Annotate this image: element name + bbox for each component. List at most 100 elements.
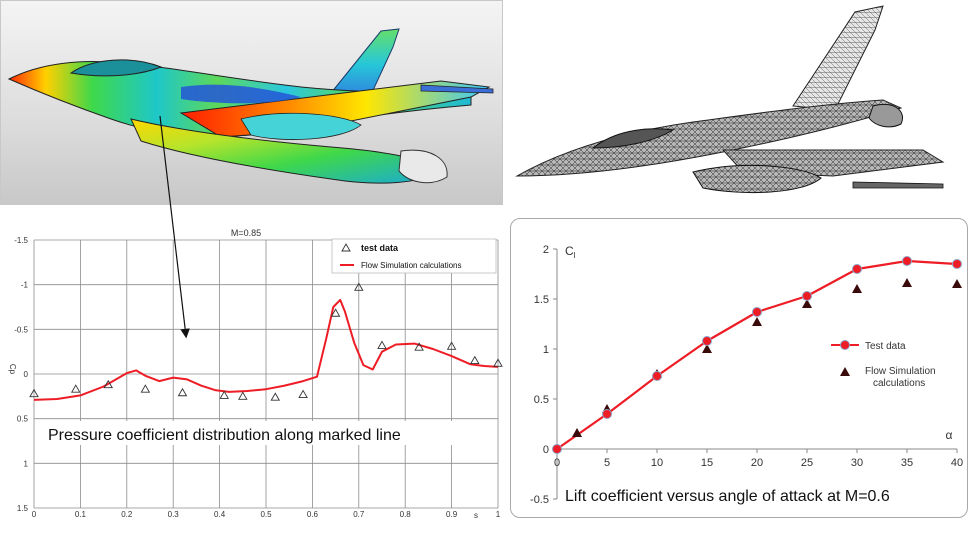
- cp-tick-labels: 0 0.1 0.2 0.3 0.4 0.5 0.6 0.7 0.8 0.9 1 -1.5 -1 -0.5 0…: [14, 236, 501, 519]
- cl-legend-dot-marker: [840, 340, 850, 350]
- cl-y-tick-label: 1.5: [534, 294, 549, 306]
- cp-y-axis-label: Cp: [8, 364, 17, 375]
- lift-coefficient-plot: -0.500.511.520 5 10 15 20 25 30 35 40 Cl α Test …: [530, 244, 963, 507]
- jet-pressure-contour-image: [0, 0, 503, 205]
- cp-test-data-point: [140, 384, 151, 393]
- cl-y-tick-label: 1: [543, 344, 549, 356]
- cp-legend-flow-sim: Flow Simulation calculations: [361, 261, 462, 270]
- cl-legend-flow-sim-line2: calculations: [873, 378, 925, 389]
- cp-legend: test data Flow Simulation calculations: [331, 238, 497, 274]
- cl-y-axis-label: Cl: [565, 244, 576, 260]
- cl-tick-labels: -0.500.511.520 5 10 15 20 25 30 35 40: [530, 244, 963, 506]
- cl-annotation-bg: [561, 481, 963, 507]
- cp-grid: [33, 239, 499, 509]
- cp-test-data-point: [446, 341, 457, 350]
- cl-legend-test-data: Test data: [865, 341, 906, 352]
- cl-x-tick-label: 30: [851, 457, 863, 469]
- cl-flow-sim-point: [952, 279, 962, 288]
- cl-test-data-point: [602, 409, 612, 419]
- cl-flow-sim-point: [702, 344, 712, 353]
- pressure-coefficient-plot: 0 0.1 0.2 0.3 0.4 0.5 0.6 0.7 0.8 0.9 1 -1.5 -1 -0.5 0…: [8, 228, 503, 520]
- cp-x-tick-label: 0.9: [446, 510, 458, 519]
- cp-test-data-point: [470, 355, 480, 365]
- cp-test-data-point: [177, 387, 188, 397]
- cl-y-tick-label: 0: [543, 444, 549, 456]
- cl-legend-flow-sim: Flow Simulation: [865, 366, 936, 377]
- cp-series: [29, 282, 503, 401]
- cl-annotation: Lift coefficient versus angle of attack …: [565, 488, 890, 505]
- cl-test-data-point: [752, 307, 762, 317]
- cp-x-tick-label: 0.1: [75, 510, 87, 519]
- cl-flow-sim-point: [852, 284, 862, 293]
- cp-test-data-point: [29, 388, 39, 398]
- cl-test-data-point: [952, 259, 962, 269]
- cl-test-data-point: [902, 256, 912, 266]
- cp-x-tick-label: 0.6: [307, 510, 319, 519]
- cp-test-data-point: [330, 308, 341, 317]
- cp-y-tick-label: -1: [21, 281, 29, 290]
- cp-y-tick-label: -0.5: [14, 325, 28, 334]
- cl-flow-sim-point: [902, 278, 912, 287]
- cp-test-data-point: [298, 389, 308, 398]
- cl-y-tick-label: 2: [543, 244, 549, 256]
- cp-x-axis-label: s: [474, 511, 478, 520]
- cl-x-tick-label: 25: [801, 457, 813, 469]
- cp-y-tick-label: -1.5: [14, 236, 28, 245]
- cp-y-tick-label: 1: [24, 459, 29, 468]
- cp-y-tick-label: 0: [24, 370, 29, 379]
- cl-x-tick-label: 15: [701, 457, 713, 469]
- cl-x-tick-label: 40: [951, 457, 963, 469]
- cp-test-data-point: [103, 379, 114, 389]
- jet-pressure-contour-drawing: [7, 28, 494, 184]
- cl-x-tick-label: 20: [751, 457, 763, 469]
- cl-y-axis-label-main: C: [565, 244, 574, 258]
- cl-test-data-point: [702, 336, 712, 346]
- jet-surface-mesh-image: [503, 0, 972, 215]
- cp-chart-title: M=0.85: [231, 228, 261, 238]
- cl-legend-triangle-marker: [840, 367, 850, 376]
- cl-test-data-line: [556, 259, 958, 450]
- cl-flow-sim-point: [752, 317, 762, 326]
- cl-y-tick-label: -0.5: [530, 494, 549, 506]
- cp-x-tick-label: 0.8: [400, 510, 412, 519]
- cp-test-data-point: [70, 384, 81, 393]
- pressure-coefficient-chart: 0 0.1 0.2 0.3 0.4 0.5 0.6 0.7 0.8 0.9 1 -1.5 -1 -0.5 0…: [0, 224, 503, 524]
- cp-test-data-point: [414, 342, 424, 351]
- cp-annotation: Pressure coefficient distribution along …: [48, 427, 401, 444]
- cl-y-axis-label-sub: l: [574, 251, 576, 260]
- cl-x-tick-label: 10: [651, 457, 663, 469]
- cp-x-tick-label: 0.7: [353, 510, 365, 519]
- cl-x-tick-label: 35: [901, 457, 913, 469]
- jet-surface-mesh-drawing: [515, 5, 945, 194]
- cp-x-tick-label: 1: [496, 510, 501, 519]
- cl-y-tick-label: 0.5: [534, 394, 549, 406]
- cl-test-data-point: [802, 291, 812, 301]
- cl-x-axis-label: α: [946, 428, 953, 442]
- cp-y-tick-label: 0.5: [17, 415, 29, 424]
- cp-x-tick-label: 0: [32, 510, 37, 519]
- cl-legend-flow-sim-line1: Flow Simulation calculations: [865, 366, 936, 389]
- cl-test-data-point: [852, 264, 862, 274]
- cl-axes: [553, 248, 958, 500]
- cp-x-tick-label: 0.5: [260, 510, 272, 519]
- cl-test-data-point: [552, 444, 562, 454]
- lift-coefficient-chart: -0.5 0 0.5 1 1.5 2 0 5 10 15 20 25 30 35 40 Cl α Test …: [510, 218, 968, 518]
- cp-test-data-point: [219, 390, 230, 399]
- cp-legend-triangle-marker: [341, 243, 351, 252]
- cl-x-tick-label: 0: [554, 457, 560, 469]
- cl-flow-sim-point: [572, 428, 582, 437]
- cp-test-data-point: [493, 358, 503, 367]
- cp-flow-sim-line: [33, 298, 499, 401]
- cl-test-data-point: [652, 371, 662, 381]
- cp-test-data-point: [354, 282, 364, 291]
- cp-x-tick-label: 0.3: [168, 510, 180, 519]
- cp-legend-test-data: test data: [361, 243, 399, 253]
- cp-x-tick-label: 0.4: [214, 510, 226, 519]
- cp-annotation-bg: [44, 421, 472, 445]
- cp-test-data-point: [377, 340, 387, 349]
- cl-flow-sim-point: [802, 299, 812, 308]
- cl-x-tick-label: 5: [604, 457, 610, 469]
- cp-legend-box: [331, 238, 497, 274]
- cl-series: [552, 256, 962, 454]
- cl-legend: Test data Flow Simulation calculations: [831, 340, 936, 389]
